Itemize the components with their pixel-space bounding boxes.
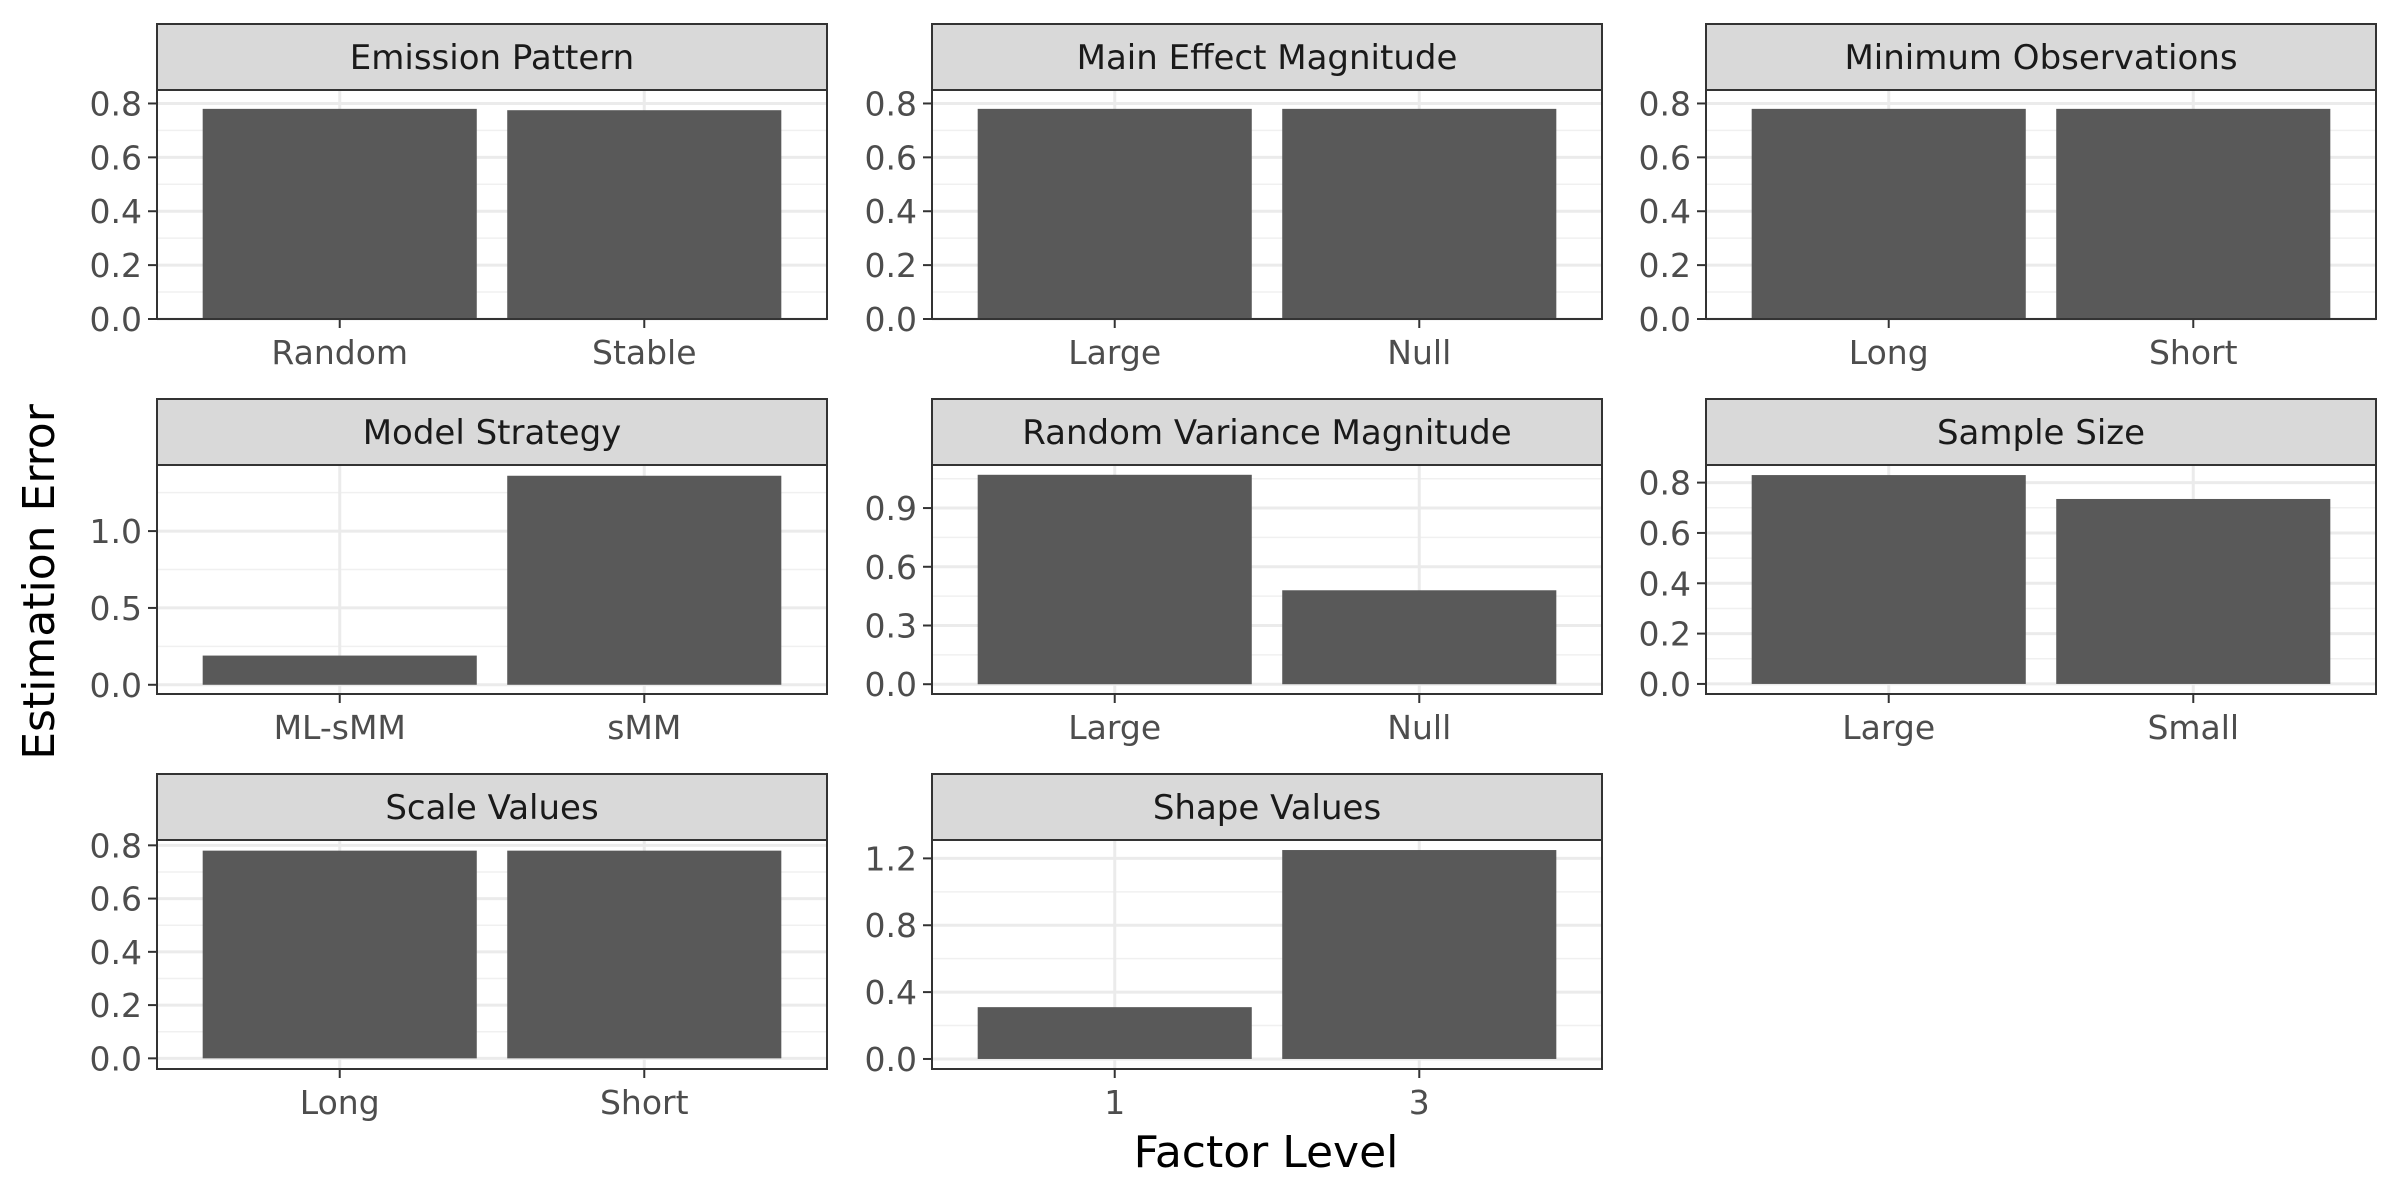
x-tick-label: Long: [300, 1083, 380, 1122]
bar-small: [2056, 498, 2331, 684]
x-tick-label: Random: [271, 333, 408, 372]
y-tick-label: 0.2: [90, 246, 142, 285]
y-tick-label: 0.8: [865, 906, 917, 945]
y-tick-label: 0.8: [1639, 84, 1691, 123]
y-tick-label: 0.2: [865, 246, 917, 285]
panel-scale-values: Scale Values 0.0 0.2 0.4 0.6 0.8 Long Short: [90, 773, 828, 1122]
panel-emission-pattern: Emission Pattern 0.0 0.2 0.4 0.6 0.8 Random Sta…: [90, 23, 828, 372]
bar-large: [977, 108, 1252, 319]
x-tick-label: Large: [1068, 708, 1161, 747]
y-tick-label: 0.8: [1639, 464, 1691, 503]
x-tick-label: 3: [1409, 1083, 1430, 1122]
y-tick-label: 1.2: [865, 839, 917, 878]
y-tick-label: 0.8: [865, 84, 917, 123]
panel-shape-values: Shape Values 0.0 0.4 0.8 1.2 1 3: [865, 773, 1603, 1122]
y-tick-label: 0.0: [90, 666, 142, 705]
y-tick-label: 0.0: [1639, 300, 1691, 339]
y-axis-title: Estimation Error: [14, 403, 65, 759]
y-tick-label: 0.0: [865, 1040, 917, 1079]
y-tick-label: 0.6: [865, 548, 917, 587]
bar-smm: [507, 475, 782, 685]
bar-3: [1282, 850, 1557, 1059]
panel-main-effect-magnitude: Main Effect Magnitude 0.0 0.2 0.4 0.6 0.8 Larg…: [865, 23, 1603, 372]
facet-strip: [156, 23, 828, 91]
x-tick-label: Large: [1842, 708, 1935, 747]
bar-long: [202, 850, 477, 1059]
bar-short: [507, 850, 782, 1059]
y-tick-label: 0.0: [865, 300, 917, 339]
bar-null: [1282, 108, 1557, 319]
bar-random: [202, 108, 477, 319]
x-tick-label: sMM: [607, 708, 681, 747]
bar-large: [1751, 475, 2026, 684]
panel-model-strategy: Model Strategy 0.0 0.5 1.0 ML-sMM sMM: [90, 398, 828, 747]
x-tick-label: Null: [1387, 333, 1451, 372]
x-tick-label: Long: [1849, 333, 1929, 372]
y-tick-label: 0.2: [1639, 246, 1691, 285]
facet-strip: [931, 398, 1603, 466]
x-tick-label: Null: [1387, 708, 1451, 747]
x-tick-label: Stable: [592, 333, 697, 372]
bar-null: [1282, 590, 1557, 685]
y-tick-label: 0.9: [865, 489, 917, 528]
y-tick-label: 0.6: [90, 880, 142, 919]
y-tick-label: 0.2: [90, 986, 142, 1025]
facet-title: Scale Values: [385, 788, 598, 828]
facet-strip: [931, 773, 1603, 841]
facet-title: Sample Size: [1937, 413, 2145, 453]
x-axis-title: Factor Level: [1134, 1127, 1399, 1178]
facet-title: Model Strategy: [363, 413, 622, 453]
x-tick-label: Short: [2149, 333, 2238, 372]
y-tick-label: 0.0: [90, 1039, 142, 1078]
bar-1: [977, 1007, 1252, 1059]
y-tick-label: 0.0: [90, 300, 142, 339]
y-tick-label: 0.6: [1639, 514, 1691, 553]
facet-strip: [1705, 23, 2377, 91]
y-tick-label: 1.0: [90, 512, 142, 551]
facet-title: Random Variance Magnitude: [1022, 413, 1511, 453]
y-tick-label: 0.4: [1639, 192, 1691, 231]
x-tick-label: ML-sMM: [274, 708, 406, 747]
y-tick-label: 0.4: [865, 973, 917, 1012]
bar-short: [2056, 108, 2331, 319]
panel-sample-size: Sample Size 0.0 0.2 0.4 0.6 0.8 Large Small: [1639, 398, 2377, 747]
facet-title: Shape Values: [1153, 788, 1381, 828]
y-tick-label: 0.4: [1639, 564, 1691, 603]
y-tick-label: 0.0: [865, 665, 917, 704]
facet-strip: [931, 23, 1603, 91]
y-tick-label: 0.8: [90, 826, 142, 865]
y-tick-label: 0.6: [90, 138, 142, 177]
panel-minimum-observations: Minimum Observations 0.0 0.2 0.4 0.6 0.8 Long S…: [1639, 23, 2377, 372]
facet-title: Minimum Observations: [1844, 38, 2237, 78]
x-tick-label: Small: [2147, 708, 2239, 747]
facet-strip: [156, 398, 828, 466]
y-tick-label: 0.6: [865, 138, 917, 177]
facet-panels: Emission Pattern 0.0 0.2 0.4 0.6 0.8 Random Sta…: [90, 23, 2377, 1122]
x-tick-label: 1: [1104, 1083, 1125, 1122]
x-tick-label: Large: [1068, 333, 1161, 372]
y-tick-label: 0.4: [865, 192, 917, 231]
y-tick-label: 0.0: [1639, 665, 1691, 704]
bar-long: [1751, 108, 2026, 319]
facet-title: Main Effect Magnitude: [1077, 38, 1458, 78]
y-tick-label: 0.6: [1639, 138, 1691, 177]
bar-ml-smm: [202, 655, 477, 685]
bar-stable: [507, 110, 782, 320]
facet-strip: [1705, 398, 2377, 466]
y-tick-label: 0.8: [90, 84, 142, 123]
y-tick-label: 0.2: [1639, 615, 1691, 654]
x-tick-label: Short: [600, 1083, 689, 1122]
y-tick-label: 0.4: [90, 192, 142, 231]
y-tick-label: 0.4: [90, 933, 142, 972]
bar-large: [977, 474, 1252, 685]
y-tick-label: 0.3: [865, 606, 917, 645]
panel-random-variance-magnitude: Random Variance Magnitude 0.0 0.3 0.6 0.9 Lar…: [865, 398, 1603, 747]
facet-title: Emission Pattern: [350, 38, 634, 78]
y-tick-label: 0.5: [90, 589, 142, 628]
facet-strip: [156, 773, 828, 841]
